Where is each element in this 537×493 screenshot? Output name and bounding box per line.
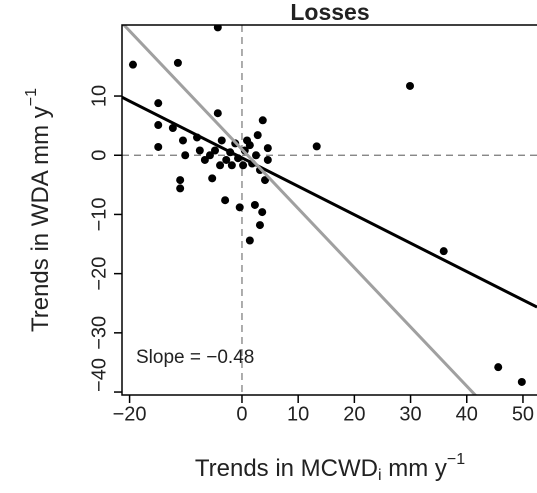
point (216, 161, 225, 170)
chart-title: Losses (290, 0, 369, 25)
y-label-superscript: −1 (23, 88, 40, 106)
point (245, 236, 254, 245)
point (168, 124, 177, 133)
point (154, 142, 163, 151)
point (261, 176, 270, 185)
x-tick-label: −20 (113, 403, 147, 425)
point (253, 131, 262, 140)
x-axis-label: Trends in MCWDi mm y−1 (195, 451, 465, 484)
y-axis-label: Trends in WDA mm y−1 (23, 88, 54, 332)
point (312, 142, 321, 151)
point (213, 25, 222, 32)
x-label-text: mm y (382, 455, 447, 482)
point (173, 58, 182, 67)
y-tick-label: 0 (88, 150, 110, 161)
point (243, 136, 252, 145)
point (235, 203, 244, 212)
x-tick-label: 0 (236, 403, 247, 425)
point (494, 363, 503, 372)
x-label-superscript: −1 (447, 451, 465, 468)
x-tick-label: 40 (456, 403, 478, 425)
y-tick-label: −10 (88, 197, 110, 231)
point (128, 60, 137, 69)
point (195, 146, 204, 155)
point (208, 174, 217, 183)
plot-area (122, 25, 537, 395)
x-tick-label: 30 (399, 403, 421, 425)
point (258, 116, 267, 125)
point (239, 161, 248, 170)
point (255, 221, 264, 230)
point (263, 144, 272, 153)
point (221, 196, 230, 205)
axes-frame (121, 24, 537, 396)
point (439, 247, 448, 256)
annotation: Slope = −0.48 (136, 347, 254, 368)
point (258, 208, 267, 217)
point (181, 151, 190, 160)
point (227, 161, 236, 170)
point (205, 151, 214, 160)
point (263, 155, 272, 164)
point (250, 200, 259, 209)
x-tick-label: 20 (343, 403, 365, 425)
x-tick-label: 50 (512, 403, 534, 425)
point (217, 136, 226, 145)
point (154, 121, 163, 130)
x-tick-label: 10 (287, 403, 309, 425)
point (213, 109, 222, 118)
point (405, 81, 414, 90)
point (200, 155, 209, 164)
y-tick-label: −20 (88, 257, 110, 291)
point (252, 151, 261, 160)
point (222, 155, 231, 164)
regression-line (122, 25, 478, 395)
point (176, 176, 185, 185)
point (517, 377, 526, 386)
y-tick-label: −40 (88, 358, 110, 392)
y-tick-label: 10 (88, 85, 110, 107)
x-label-subscript: i (378, 467, 382, 484)
point (154, 99, 163, 108)
regression-line (122, 95, 537, 309)
y-tick-label: −30 (88, 316, 110, 350)
point (178, 136, 187, 145)
y-label-text: Trends in WDA mm y (27, 106, 54, 332)
x-label-text: Trends in MCWD (195, 455, 378, 482)
point (176, 184, 185, 193)
point (211, 146, 220, 155)
